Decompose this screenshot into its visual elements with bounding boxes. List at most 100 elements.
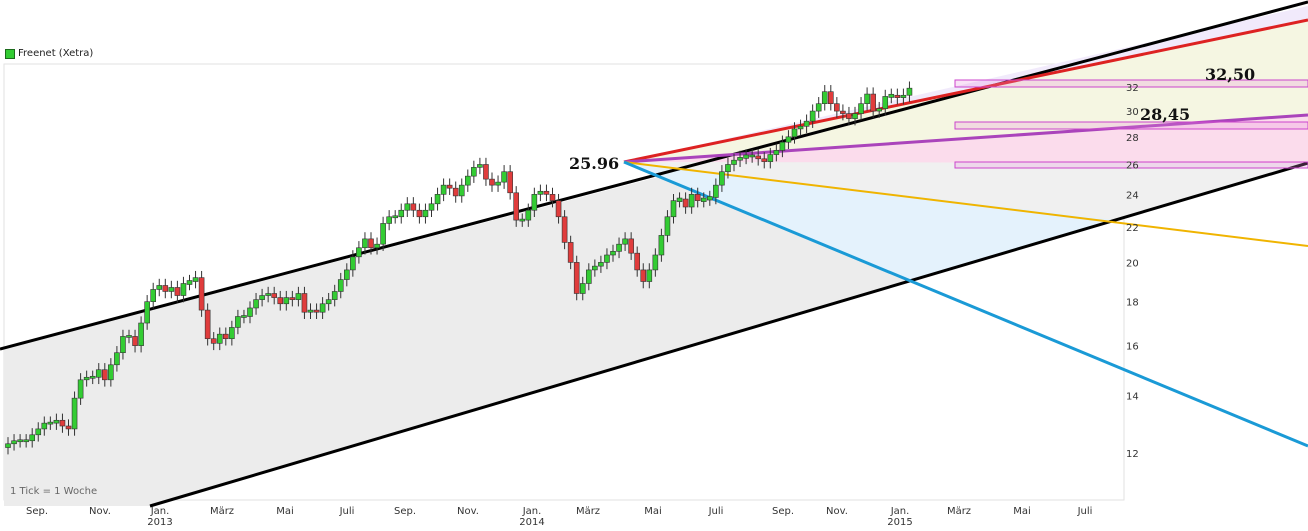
candle [900, 94, 907, 98]
candle [17, 439, 23, 443]
candle [749, 154, 755, 158]
candle [138, 322, 144, 346]
candle [688, 194, 695, 208]
axes: 12 14 16 18 20 22 24 26 28 30 32 Sep. Nov. Jan. März Ma… [26, 83, 1139, 528]
candle [319, 303, 326, 313]
legend: Freenet (Xetra) [5, 48, 93, 59]
blue-trend-line [623, 160, 1308, 448]
candle [271, 293, 278, 298]
candle [682, 198, 689, 208]
candle [567, 242, 574, 263]
candle [477, 164, 483, 168]
x-month-label: Jan. [150, 506, 170, 517]
x-month-label: Juli [1077, 506, 1093, 517]
candle [132, 336, 138, 346]
candle [876, 108, 883, 112]
annotations: 25.96 32,50 28,45 [569, 65, 1255, 173]
candle [483, 164, 489, 180]
candle [537, 190, 544, 195]
candle [658, 235, 665, 256]
x-month-label: Nov. [89, 506, 111, 517]
x-month-label: Mai [1013, 506, 1031, 517]
candle [604, 254, 610, 263]
candle [150, 289, 156, 302]
candle [156, 285, 163, 290]
candle [210, 338, 217, 344]
candle [713, 184, 719, 198]
candles [5, 81, 913, 455]
candle [289, 297, 296, 300]
candle [235, 316, 241, 328]
y-tick-label: 20 [1126, 258, 1139, 269]
candle [168, 287, 175, 292]
candle [356, 247, 362, 258]
candle [507, 171, 513, 194]
candle [223, 333, 229, 340]
candle [5, 443, 11, 448]
x-month-label: Juli [339, 506, 355, 517]
candle [83, 376, 90, 381]
candle [259, 295, 265, 300]
resistance-boxes [954, 79, 1308, 169]
candle [561, 216, 568, 243]
x-month-label: Sep. [26, 506, 48, 517]
price-annotation: 28,45 [1140, 105, 1190, 124]
candle [821, 91, 828, 104]
candle [247, 307, 253, 317]
red-resistance-line [623, 18, 1308, 164]
candle [870, 93, 876, 112]
channel-lower-line [149, 161, 1308, 508]
candle [803, 120, 810, 127]
candle [362, 238, 368, 249]
candle [767, 154, 774, 162]
candle [489, 178, 495, 186]
candle [882, 96, 889, 109]
candle [265, 293, 271, 296]
box-32-50 [954, 79, 1308, 88]
y-tick-label: 16 [1126, 342, 1139, 353]
price-annotation: 25.96 [569, 154, 619, 173]
candle [398, 209, 405, 218]
y-tick-label: 28 [1126, 133, 1139, 144]
candle [652, 254, 659, 271]
candle [700, 197, 707, 202]
candle [791, 128, 798, 138]
x-month-label: März [947, 506, 971, 517]
candle [616, 243, 622, 252]
candle [11, 440, 17, 445]
candle [495, 181, 501, 186]
candle [120, 336, 126, 354]
candle [834, 103, 840, 112]
candle [694, 194, 701, 201]
candle [785, 136, 792, 143]
x-year-label: 2015 [887, 517, 912, 528]
candle [89, 375, 96, 379]
x-month-label: Mai [644, 506, 662, 517]
y-tick-label: 12 [1126, 449, 1139, 460]
candle [192, 277, 199, 282]
candle [579, 283, 586, 294]
candle [864, 93, 870, 104]
candle [646, 269, 653, 282]
candle [664, 216, 671, 236]
x-month-label: Jan. [522, 506, 542, 517]
box-25-96 [954, 161, 1308, 169]
candle [743, 154, 749, 159]
y-tick-label: 14 [1126, 391, 1139, 402]
x-month-label: März [576, 506, 600, 517]
x-month-label: Juli [708, 506, 724, 517]
x-month-label: Sep. [394, 506, 416, 517]
candle [773, 150, 780, 155]
candle [525, 209, 532, 221]
candle [229, 327, 235, 340]
candle [428, 203, 435, 211]
candle [464, 175, 471, 186]
x-month-label: Jan. [890, 506, 910, 517]
candle [77, 379, 84, 399]
y-tick-label: 32 [1126, 83, 1139, 94]
candle [331, 291, 338, 300]
candle [374, 243, 380, 249]
candle [144, 301, 150, 324]
candle [585, 269, 592, 284]
candle [809, 110, 816, 122]
